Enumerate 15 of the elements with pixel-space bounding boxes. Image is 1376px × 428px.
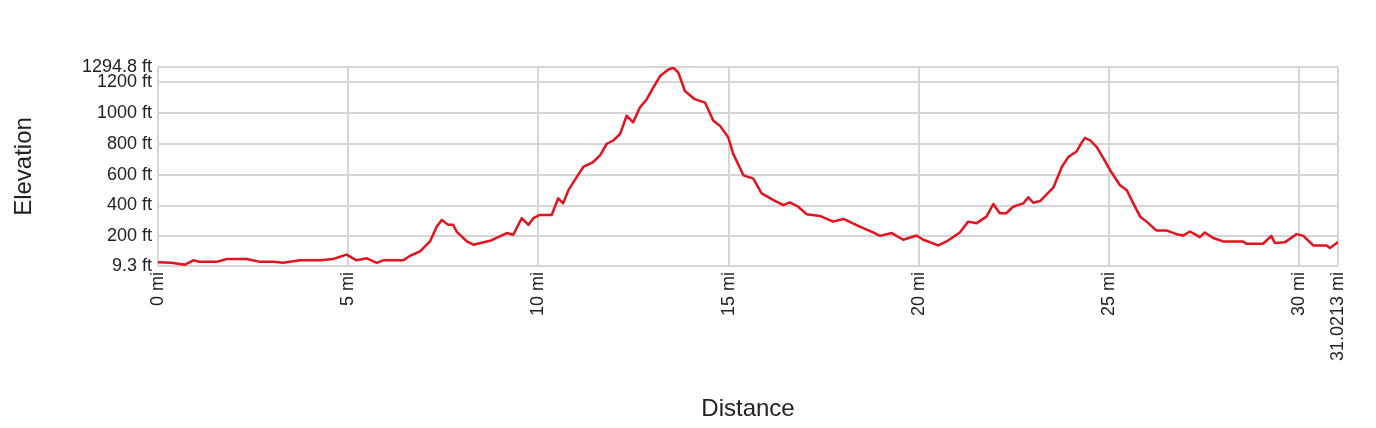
x-tick-label: 20 mi <box>907 272 928 317</box>
x-tick-label: 25 mi <box>1097 272 1118 317</box>
x-tick-label: 30 mi <box>1288 272 1309 317</box>
y-tick-label: 200 ft <box>106 225 152 246</box>
y-tick-label: 800 ft <box>106 132 152 153</box>
x-tick-label: 0 mi <box>146 272 167 307</box>
y-axis-title: Elevation <box>9 117 37 216</box>
x-tick-label: 10 mi <box>527 272 548 317</box>
x-tick-label: 31.0213 mi <box>1326 272 1347 362</box>
x-axis-title: Distance <box>701 394 795 422</box>
y-tick-label: 400 ft <box>106 194 152 215</box>
y-tick-label: 1000 ft <box>96 101 152 122</box>
x-tick-label: 15 mi <box>717 272 738 317</box>
x-tick-label: 5 mi <box>337 272 358 307</box>
y-tick-label: 600 ft <box>106 163 152 184</box>
